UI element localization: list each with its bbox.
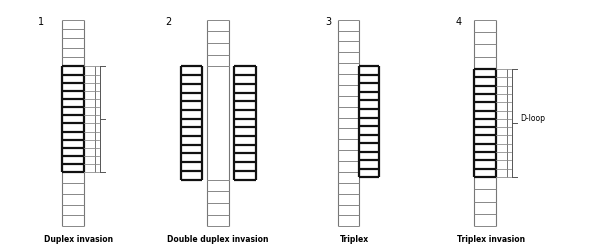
Text: Double duplex invasion: Double duplex invasion	[167, 234, 269, 244]
Text: Duplex invasion: Duplex invasion	[44, 234, 113, 244]
Text: 3: 3	[325, 17, 331, 27]
Text: 4: 4	[456, 17, 462, 27]
Text: 2: 2	[165, 17, 171, 27]
Text: Triplex: Triplex	[340, 234, 369, 244]
Text: 1: 1	[38, 17, 44, 27]
Text: Triplex invasion: Triplex invasion	[457, 234, 525, 244]
Text: D-loop: D-loop	[520, 114, 545, 123]
